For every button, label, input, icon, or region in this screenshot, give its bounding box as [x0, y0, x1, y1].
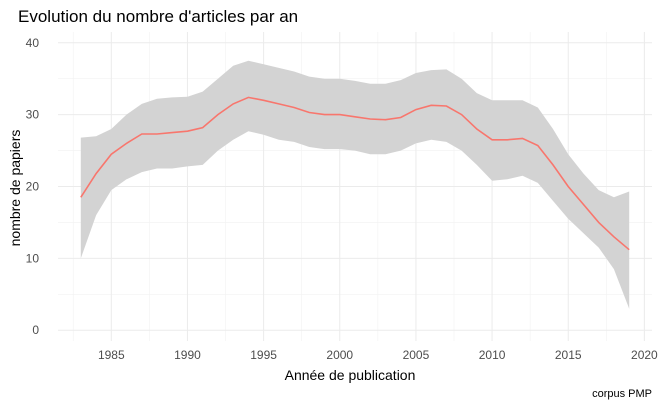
smooth-line: [80, 96, 630, 251]
x-axis-title: Année de publication: [285, 367, 416, 383]
x-tick-label: 1995: [250, 348, 277, 362]
y-tick-label: 40: [26, 36, 40, 50]
x-tick-label: 2010: [479, 348, 506, 362]
caption: corpus PMP: [592, 388, 652, 400]
y-axis-ticks: 0 10 20 30 40: [26, 36, 40, 337]
y-axis-title: nombre de papiers: [7, 130, 23, 247]
y-tick-label: 30: [26, 108, 40, 122]
x-axis-ticks: 1985 1990 1995 2000 2005 2010 2015 2020: [98, 348, 658, 362]
y-tick-label: 10: [26, 251, 40, 265]
x-tick-label: 2015: [555, 348, 582, 362]
x-tick-label: 2020: [631, 348, 658, 362]
confidence-band: [80, 60, 630, 309]
x-tick-label: 1985: [98, 348, 125, 362]
chart-title: Evolution du nombre d'articles par an: [18, 7, 298, 26]
x-tick-label: 2005: [403, 348, 430, 362]
x-tick-label: 2000: [326, 348, 353, 362]
x-tick-label: 1990: [174, 348, 201, 362]
y-tick-label: 20: [26, 180, 40, 194]
y-tick-label: 0: [32, 323, 39, 337]
